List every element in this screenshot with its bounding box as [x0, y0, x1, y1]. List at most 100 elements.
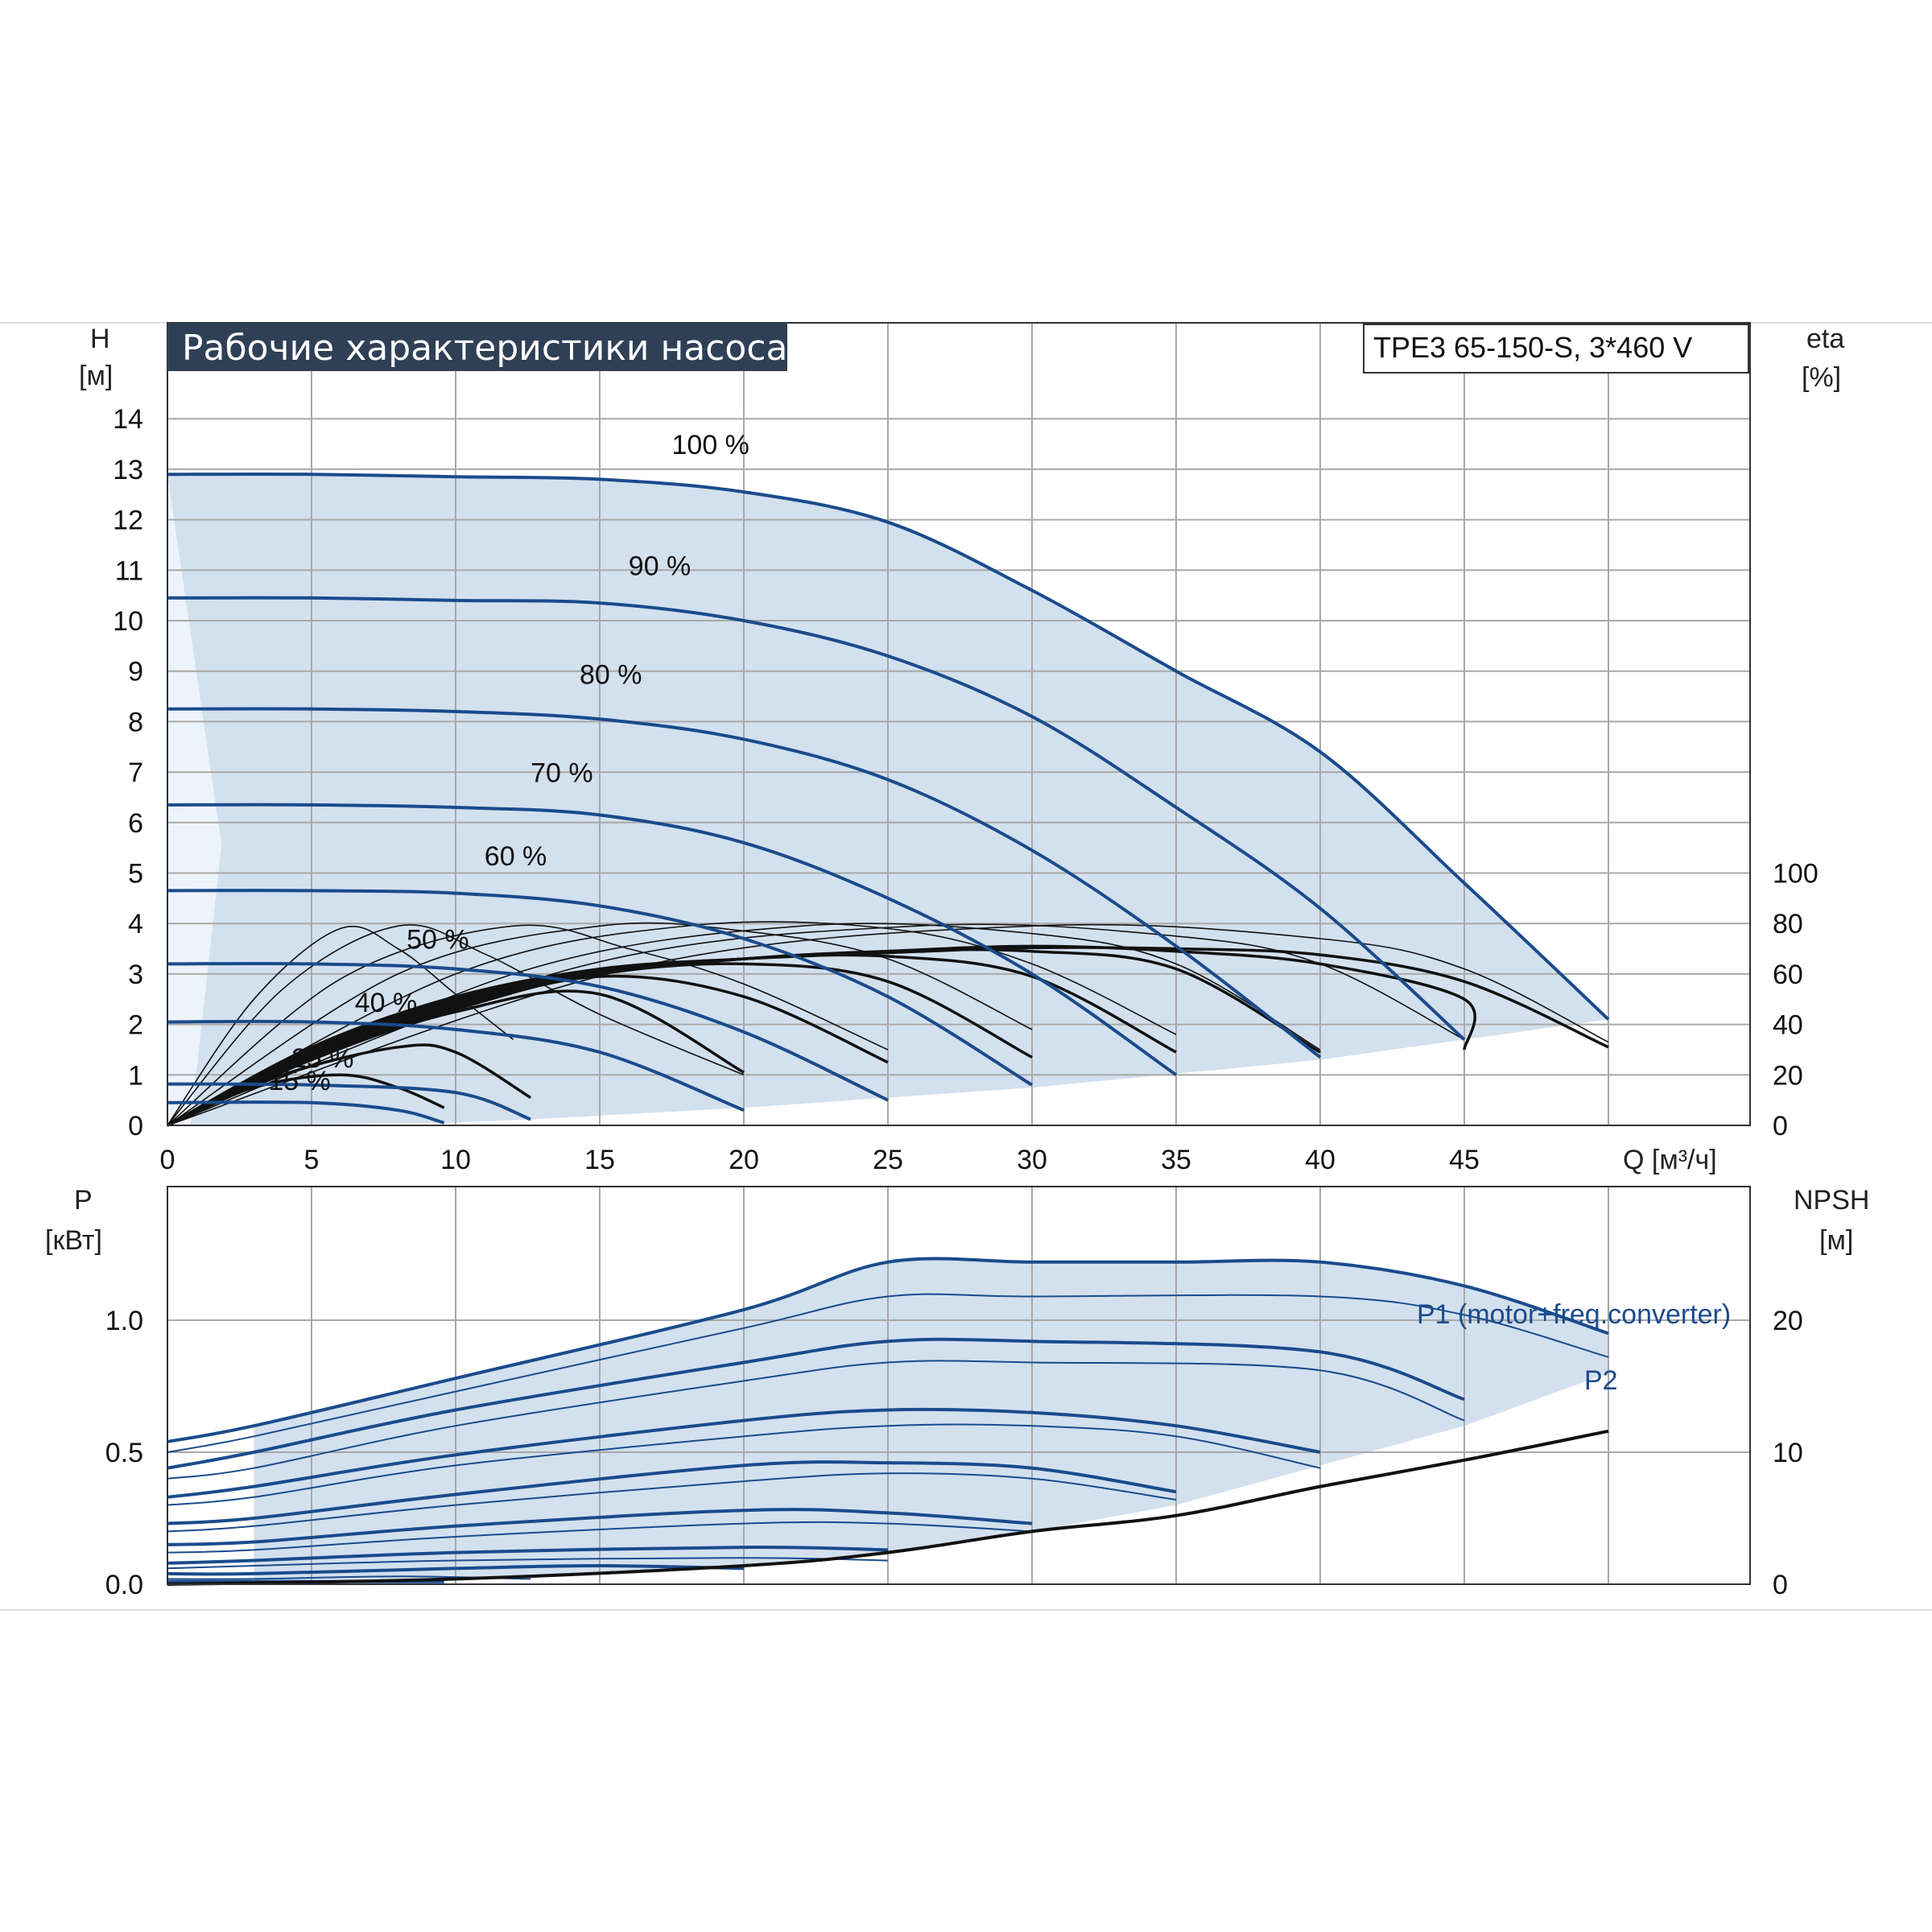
power-curve: [167, 1521, 1033, 1554]
npsh-tick-label: 10: [1773, 1438, 1803, 1468]
head-efficiency-chart: Рабочие характеристики насоса TPE3 65-15…: [79, 322, 1844, 1175]
y-axis-symbol: H: [90, 324, 110, 354]
efficiency-contour: [167, 921, 1177, 1126]
y-tick-label: 8: [128, 707, 143, 737]
x-tick-label: 40: [1305, 1145, 1335, 1175]
upper-grid: [167, 323, 1750, 1125]
x-tick-label: 5: [304, 1145, 320, 1175]
y2-tick-label: 80: [1773, 909, 1803, 939]
speed-label: 70 %: [530, 758, 593, 789]
npsh-axis-symbol: NPSH: [1794, 1185, 1869, 1216]
speed-label: 100 %: [672, 430, 749, 460]
power-curve: [167, 1563, 745, 1576]
y-tick-label: 10: [113, 606, 143, 637]
efficiency-curve: [167, 974, 889, 1127]
head-curve: [167, 1082, 531, 1121]
y2-tick-label: 60: [1773, 960, 1803, 990]
y-tick-label: 4: [128, 909, 143, 939]
head-curve: [167, 961, 889, 1102]
efficiency-curves: [167, 944, 1609, 1127]
x-tick-label: 0: [160, 1145, 175, 1175]
y-tick-label: 12: [113, 506, 143, 536]
y-tick-label: 3: [128, 960, 143, 990]
speed-label: 15 %: [268, 1066, 331, 1096]
power-curve: [167, 1557, 889, 1570]
chart-title: Рабочие характеристики насоса: [182, 328, 787, 369]
y-axis-unit: [м]: [79, 361, 113, 391]
efficiency-contour: [167, 924, 745, 1126]
speed-label: 60 %: [485, 841, 547, 872]
x-axis-label: Q [м³/ч]: [1623, 1145, 1717, 1175]
power-curve: [167, 1423, 1321, 1506]
npsh-axis-unit: [м]: [1819, 1225, 1853, 1256]
y2-tick-label: 0: [1773, 1111, 1788, 1141]
power-area-fill: [254, 1258, 1608, 1584]
speed-label: 80 %: [580, 659, 642, 690]
y2-tick-label: 40: [1773, 1010, 1803, 1041]
power-curve: [167, 1360, 1465, 1480]
y-tick-label: 14: [113, 404, 143, 435]
speed-labels: 100 % 90 % 80 % 70 % 60 % 50 % 40 %25 %15 %: [268, 430, 749, 1096]
y-tick-label: 1: [128, 1060, 143, 1091]
lower-plot-frame: [167, 1186, 1751, 1585]
speed-label: 50 %: [407, 925, 469, 956]
head-curve: [167, 889, 1034, 1087]
lower-grid: [167, 1187, 1750, 1584]
x-tick-label: 35: [1161, 1145, 1191, 1175]
power-axis-unit: [кВт]: [45, 1225, 102, 1256]
npsh-curve-group: [167, 1429, 1609, 1586]
y-tick-label: 0: [128, 1111, 143, 1141]
upper-tick-labels: 0 5 10 15 20 25 30 35 40 450123456789101112131402…: [113, 404, 1818, 1175]
x-tick-label: 15: [584, 1145, 615, 1175]
power-tick-label: 1.0: [105, 1306, 143, 1336]
y-tick-label: 13: [113, 455, 143, 485]
efficiency-contour: [167, 923, 1609, 1126]
power-curve: [167, 1472, 1177, 1533]
x-tick-label: 30: [1017, 1145, 1047, 1175]
power-tick-label: 0.0: [105, 1570, 143, 1600]
head-curves: [167, 472, 1610, 1125]
power-curve: [167, 1293, 1609, 1453]
speed-label: 90 %: [629, 551, 691, 582]
head-curve: [167, 803, 1178, 1076]
model-label: TPE3 65-150-S, 3*460 V: [1373, 331, 1692, 364]
y2-axis-unit: [%]: [1802, 362, 1841, 393]
lower-tick-labels: 0.0 0.5 1.0 0 10 20: [105, 1306, 1803, 1600]
y2-tick-label: 20: [1773, 1060, 1803, 1091]
power-curve: [167, 1407, 1321, 1499]
p1-label: P1 (motor+freq.converter): [1417, 1299, 1731, 1330]
upper-plot-frame: [167, 322, 1751, 1126]
x-tick-label: 25: [873, 1145, 903, 1175]
power-curves: [167, 1257, 1609, 1583]
y-tick-label: 6: [128, 808, 143, 839]
speed-label: 40 %: [355, 988, 418, 1018]
x-tick-label: 45: [1449, 1145, 1480, 1175]
head-curve: [167, 1019, 745, 1113]
model-box: [1363, 324, 1749, 374]
y2-axis-symbol: eta: [1806, 324, 1844, 354]
head-curve: [167, 1100, 445, 1125]
npsh-tick-label: 20: [1773, 1306, 1803, 1336]
power-curve: [167, 1257, 1609, 1443]
power-axis-symbol: P: [74, 1185, 93, 1216]
efficiency-contour: [167, 924, 889, 1126]
head-curve: [167, 707, 1322, 1059]
p2-label: P2: [1584, 1365, 1618, 1396]
x-tick-label: 10: [440, 1145, 471, 1175]
head-curve: [167, 596, 1466, 1041]
power-curve: [167, 1508, 1033, 1546]
x-tick-label: 20: [729, 1145, 759, 1175]
y-tick-label: 9: [128, 657, 143, 687]
speed-label: 25 %: [291, 1043, 354, 1074]
head-curve: [167, 472, 1610, 1021]
y-tick-label: 2: [128, 1010, 143, 1041]
npsh-curve: [167, 1429, 1609, 1586]
power-curve: [167, 1546, 889, 1565]
power-tick-label: 0.5: [105, 1438, 143, 1468]
efficiency-contour: [167, 922, 1033, 1126]
y2-tick-label: 100: [1773, 859, 1818, 890]
power-range-area: [254, 1258, 1608, 1584]
y-tick-label: 11: [115, 555, 143, 586]
npsh-tick-label: 0: [1773, 1570, 1788, 1600]
